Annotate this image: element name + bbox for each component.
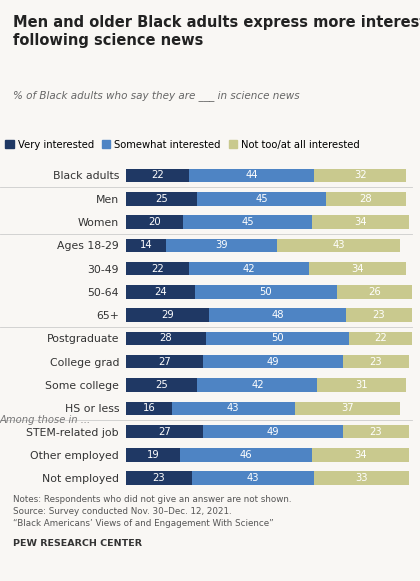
- Text: 23: 23: [373, 310, 385, 320]
- Bar: [126, 401, 172, 415]
- Bar: [203, 355, 343, 368]
- Bar: [315, 168, 406, 182]
- Text: 23: 23: [152, 473, 165, 483]
- Bar: [126, 262, 189, 275]
- Bar: [309, 262, 406, 275]
- Text: 14: 14: [140, 241, 152, 250]
- Bar: [126, 355, 203, 368]
- Bar: [189, 262, 309, 275]
- Bar: [126, 239, 166, 252]
- Text: 37: 37: [341, 403, 354, 413]
- Text: 33: 33: [355, 473, 368, 483]
- Bar: [126, 448, 180, 462]
- Text: Source: Survey conducted Nov. 30–Dec. 12, 2021.: Source: Survey conducted Nov. 30–Dec. 12…: [13, 507, 231, 516]
- Text: 22: 22: [151, 170, 164, 181]
- Bar: [349, 332, 412, 345]
- Text: 50: 50: [260, 287, 272, 297]
- Bar: [183, 216, 312, 229]
- Text: PEW RESEARCH CENTER: PEW RESEARCH CENTER: [13, 539, 142, 548]
- Text: 25: 25: [155, 194, 168, 204]
- Bar: [126, 471, 192, 485]
- Text: 45: 45: [255, 194, 268, 204]
- Bar: [126, 216, 183, 229]
- Text: 24: 24: [154, 287, 167, 297]
- Text: 19: 19: [147, 450, 160, 460]
- Text: 28: 28: [360, 194, 372, 204]
- Bar: [318, 378, 406, 392]
- Bar: [197, 378, 318, 392]
- Text: 22: 22: [151, 264, 164, 274]
- Bar: [209, 309, 346, 322]
- Text: 42: 42: [251, 380, 264, 390]
- Text: 49: 49: [267, 357, 279, 367]
- Text: “Black Americans’ Views of and Engagement With Science”: “Black Americans’ Views of and Engagemen…: [13, 519, 273, 528]
- Text: 48: 48: [271, 310, 284, 320]
- Bar: [203, 425, 343, 438]
- Text: 25: 25: [155, 380, 168, 390]
- Text: 31: 31: [355, 380, 368, 390]
- Text: 42: 42: [242, 264, 255, 274]
- Bar: [166, 239, 277, 252]
- Bar: [172, 401, 294, 415]
- Text: Among those in ...: Among those in ...: [0, 415, 91, 425]
- Legend: Very interested, Somewhat interested, Not too/at all interested: Very interested, Somewhat interested, No…: [5, 140, 360, 150]
- Text: 20: 20: [148, 217, 161, 227]
- Text: 43: 43: [247, 473, 259, 483]
- Bar: [126, 192, 197, 206]
- Bar: [126, 168, 189, 182]
- Text: 32: 32: [354, 170, 367, 181]
- Text: % of Black adults who say they are ___ in science news: % of Black adults who say they are ___ i…: [13, 90, 299, 101]
- Text: 34: 34: [354, 450, 366, 460]
- Bar: [126, 285, 194, 299]
- Text: 49: 49: [267, 426, 279, 436]
- Text: 34: 34: [354, 217, 366, 227]
- Text: 43: 43: [333, 241, 345, 250]
- Bar: [326, 192, 406, 206]
- Text: 27: 27: [158, 357, 171, 367]
- Bar: [126, 309, 209, 322]
- Text: 46: 46: [240, 450, 252, 460]
- Bar: [343, 355, 409, 368]
- Text: Men and older Black adults express more interest in
following science news: Men and older Black adults express more …: [13, 15, 420, 48]
- Bar: [126, 378, 197, 392]
- Bar: [337, 285, 412, 299]
- Bar: [197, 192, 326, 206]
- Bar: [126, 425, 203, 438]
- Bar: [312, 216, 409, 229]
- Text: 45: 45: [241, 217, 254, 227]
- Text: 22: 22: [374, 333, 386, 343]
- Text: 34: 34: [351, 264, 364, 274]
- Bar: [192, 471, 315, 485]
- Text: 44: 44: [245, 170, 258, 181]
- Bar: [343, 425, 409, 438]
- Bar: [194, 285, 337, 299]
- Text: 39: 39: [215, 241, 228, 250]
- Text: 50: 50: [271, 333, 284, 343]
- Bar: [346, 309, 412, 322]
- Bar: [126, 332, 206, 345]
- Text: 23: 23: [370, 426, 382, 436]
- Text: 43: 43: [227, 403, 239, 413]
- Text: 28: 28: [160, 333, 172, 343]
- Bar: [189, 168, 315, 182]
- Text: Notes: Respondents who did not give an answer are not shown.: Notes: Respondents who did not give an a…: [13, 495, 291, 504]
- Text: 23: 23: [370, 357, 382, 367]
- Bar: [315, 471, 409, 485]
- Bar: [206, 332, 349, 345]
- Bar: [180, 448, 312, 462]
- Bar: [294, 401, 400, 415]
- Text: 27: 27: [158, 426, 171, 436]
- Bar: [277, 239, 400, 252]
- Bar: [312, 448, 409, 462]
- Text: 16: 16: [142, 403, 155, 413]
- Text: 26: 26: [368, 287, 381, 297]
- Text: 29: 29: [161, 310, 174, 320]
